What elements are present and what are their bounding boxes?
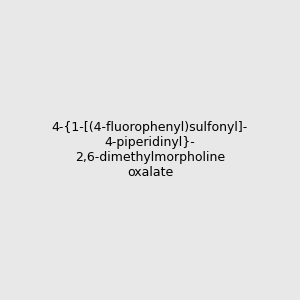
Text: 4-{1-[(4-fluorophenyl)sulfonyl]-
4-piperidinyl}-
2,6-dimethylmorpholine
oxalate: 4-{1-[(4-fluorophenyl)sulfonyl]- 4-piper… (52, 121, 248, 179)
